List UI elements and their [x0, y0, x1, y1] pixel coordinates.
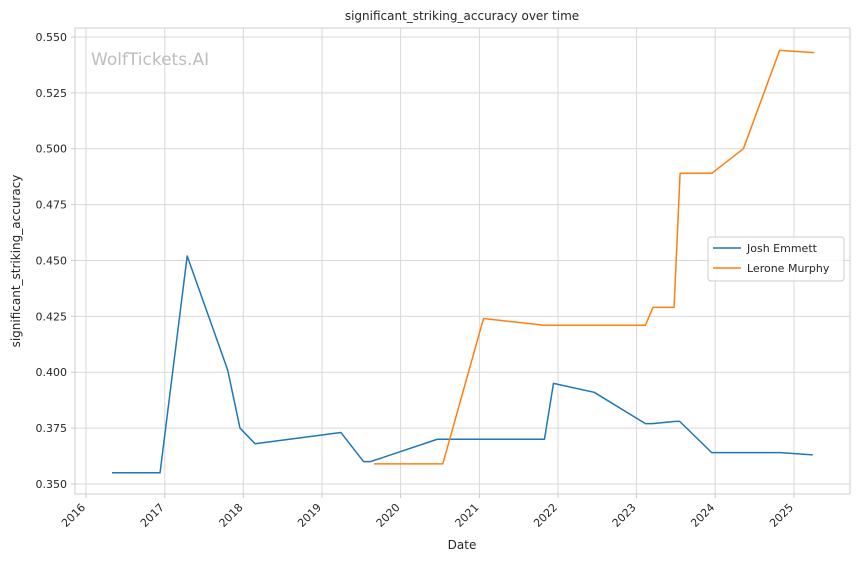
- legend-label-lerone-murphy: Lerone Murphy: [747, 262, 830, 275]
- y-tick-label: 0.350: [36, 478, 68, 491]
- chart-title: significant_striking_accuracy over time: [345, 9, 579, 23]
- x-tick-label: 2020: [374, 501, 403, 530]
- x-tick-label: 2023: [610, 501, 639, 530]
- y-tick-label: 0.525: [36, 87, 68, 100]
- x-tick-label: 2021: [453, 501, 482, 530]
- x-tick-label: 2017: [138, 501, 167, 530]
- y-tick-label: 0.475: [36, 199, 68, 212]
- series-line-josh-emmett: [112, 255, 813, 474]
- watermark: WolfTickets.AI: [91, 50, 209, 70]
- x-axis-ticks: 2016 2017 2018 2019 2020 2021 2022 2023 2024 2025: [59, 494, 796, 530]
- series-lines: [112, 49, 815, 474]
- y-tick-label: 0.425: [36, 310, 68, 323]
- x-tick-label: 2025: [767, 501, 796, 530]
- x-axis-title: Date: [448, 538, 477, 552]
- y-tick-label: 0.375: [36, 422, 68, 435]
- y-tick-label: 0.450: [36, 254, 68, 267]
- legend: Josh Emmett Lerone Murphy: [707, 236, 845, 282]
- y-axis-ticks: 0.350 0.375 0.400 0.425 0.450 0.475 0.500 0.525…: [36, 31, 75, 491]
- series-line-lerone-murphy: [374, 49, 815, 465]
- y-axis-title: significant_striking_accuracy: [9, 175, 23, 348]
- y-tick-label: 0.400: [36, 366, 68, 379]
- y-tick-label: 0.550: [36, 31, 68, 44]
- x-tick-label: 2018: [217, 501, 246, 530]
- x-tick-label: 2022: [531, 501, 560, 530]
- legend-label-josh-emmett: Josh Emmett: [746, 242, 818, 255]
- y-tick-label: 0.500: [36, 143, 68, 156]
- x-tick-label: 2016: [59, 501, 88, 530]
- x-tick-label: 2019: [295, 501, 324, 530]
- x-tick-label: 2024: [688, 501, 717, 530]
- legend-box: [707, 236, 845, 282]
